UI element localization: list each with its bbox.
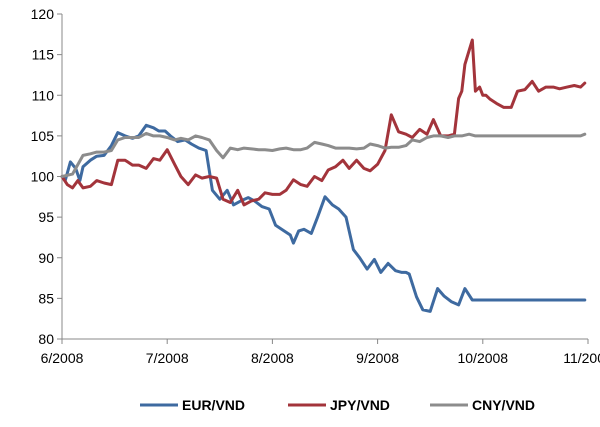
legend-item: CNY/VND xyxy=(430,397,535,413)
legend-label: JPY/VND xyxy=(330,397,390,413)
x-ticks: 6/2008 7/2008 8/2008 9/2008 10/2008 11/2008 xyxy=(41,339,600,366)
y-tick-label: 120 xyxy=(31,6,55,22)
y-tick-label: 100 xyxy=(31,169,55,185)
y-tick-label: 85 xyxy=(38,290,54,306)
legend-label: CNY/VND xyxy=(472,397,535,413)
x-tick-label: 8/2008 xyxy=(251,350,294,366)
x-tick-label: 10/2008 xyxy=(457,350,508,366)
y-tick-label: 95 xyxy=(38,209,54,225)
series-line-cny-vnd xyxy=(60,131,587,178)
legend: EUR/VND JPY/VND CNY/VND xyxy=(140,397,535,413)
x-tick-label: 7/2008 xyxy=(146,350,189,366)
y-tick-label: 90 xyxy=(38,250,54,266)
x-tick-label: 6/2008 xyxy=(41,350,84,366)
y-ticks: 80 85 90 95 100 105 110 115 120 xyxy=(31,6,62,347)
legend-item: EUR/VND xyxy=(140,397,245,413)
y-tick-label: 110 xyxy=(32,87,55,103)
legend-label: EUR/VND xyxy=(182,397,245,413)
y-tick-label: 80 xyxy=(38,331,54,347)
series-layer xyxy=(60,38,587,313)
x-tick-label: 9/2008 xyxy=(356,350,399,366)
x-tick-label: 11/2008 xyxy=(563,350,600,366)
y-tick-label: 105 xyxy=(31,128,55,144)
legend-item: JPY/VND xyxy=(288,397,390,413)
series-line-eur-vnd xyxy=(60,123,587,313)
series-line-jpy-vnd xyxy=(60,38,587,207)
y-tick-label: 115 xyxy=(32,47,55,63)
